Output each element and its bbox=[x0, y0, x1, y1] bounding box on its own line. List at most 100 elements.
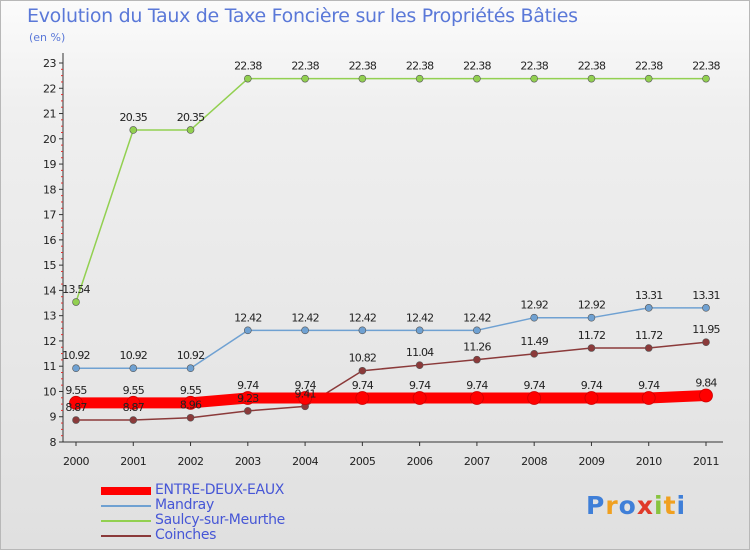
data-point bbox=[584, 391, 599, 405]
data-label: 22.38 bbox=[635, 60, 663, 73]
x-tick-label: 2005 bbox=[349, 455, 375, 468]
x-tick-label: 2003 bbox=[235, 455, 261, 468]
data-label: 9.55 bbox=[65, 384, 87, 397]
series-line-mandray bbox=[75, 307, 707, 369]
data-point bbox=[244, 74, 252, 83]
data-label: 22.38 bbox=[291, 60, 319, 73]
data-point bbox=[72, 364, 80, 373]
data-label: 9.74 bbox=[409, 379, 431, 392]
x-tick-label: 2004 bbox=[292, 455, 318, 468]
y-tick-label: 15 bbox=[43, 259, 56, 272]
data-label: 22.38 bbox=[349, 60, 377, 73]
data-label: 12.42 bbox=[463, 311, 491, 324]
data-label: 11.95 bbox=[692, 323, 720, 336]
data-point bbox=[641, 391, 656, 405]
x-tick-label: 2000 bbox=[63, 455, 89, 468]
data-label: 9.74 bbox=[237, 379, 259, 392]
data-label: 11.26 bbox=[463, 341, 491, 354]
data-point bbox=[186, 364, 195, 373]
y-tick-label: 21 bbox=[43, 108, 56, 121]
data-label: 9.74 bbox=[581, 379, 603, 392]
data-point bbox=[527, 391, 542, 405]
data-label: 13.31 bbox=[635, 289, 663, 302]
data-point bbox=[358, 326, 367, 335]
data-point bbox=[129, 126, 138, 134]
data-point bbox=[415, 326, 424, 335]
data-point bbox=[129, 364, 138, 373]
data-point bbox=[473, 74, 481, 83]
chart-title: Evolution du Taux de Taxe Foncière sur l… bbox=[27, 5, 578, 27]
data-label: 9.41 bbox=[294, 387, 315, 400]
y-tick-label: 9 bbox=[50, 411, 57, 424]
x-tick-label: 2006 bbox=[407, 455, 433, 468]
data-label: 9.74 bbox=[294, 379, 316, 392]
data-label: 8.96 bbox=[180, 399, 202, 412]
data-point bbox=[415, 74, 424, 83]
x-tick-label: 2001 bbox=[120, 455, 146, 468]
x-tick-label: 2010 bbox=[636, 455, 662, 468]
data-point bbox=[298, 391, 312, 405]
logo-letter: r bbox=[605, 491, 619, 520]
data-label: 13.31 bbox=[692, 289, 720, 302]
legend-label: Saulcy-sur-Meurthe bbox=[155, 512, 285, 528]
data-point bbox=[412, 391, 427, 405]
data-label: 22.38 bbox=[520, 60, 548, 73]
legend-swatch-coinches bbox=[101, 535, 151, 537]
data-point bbox=[72, 298, 80, 306]
data-label: 22.38 bbox=[406, 60, 434, 73]
data-point bbox=[129, 416, 138, 424]
data-label: 12.42 bbox=[406, 311, 434, 324]
data-point bbox=[702, 74, 710, 83]
data-label: 9.84 bbox=[695, 377, 717, 390]
logo-letter: t bbox=[663, 491, 677, 520]
data-point bbox=[702, 304, 710, 312]
data-label: 10.92 bbox=[120, 349, 148, 362]
x-tick-label: 2008 bbox=[521, 455, 547, 468]
y-tick-label: 17 bbox=[43, 209, 56, 222]
data-label: 9.23 bbox=[237, 392, 259, 405]
data-point bbox=[355, 391, 370, 405]
data-point bbox=[644, 304, 653, 312]
legend-label: ENTRE-DEUX-EAUX bbox=[155, 482, 285, 498]
data-point bbox=[473, 326, 481, 335]
logo-letter: i bbox=[654, 491, 664, 520]
data-point bbox=[301, 326, 309, 335]
data-point bbox=[358, 366, 367, 375]
data-point bbox=[415, 361, 424, 369]
data-label: 10.82 bbox=[349, 352, 377, 365]
data-label: 9.55 bbox=[180, 384, 202, 397]
data-point bbox=[126, 395, 141, 410]
axes: 8 9 10 11 12 13 14 15 16 17 18 19 20 21 22 23 2000 2001 20… bbox=[43, 53, 723, 468]
logo-letter: P bbox=[586, 491, 606, 520]
data-label: 9.74 bbox=[352, 379, 374, 392]
series-layer bbox=[69, 74, 713, 424]
data-label: 9.74 bbox=[524, 379, 546, 392]
data-point bbox=[244, 326, 252, 335]
data-label: 20.35 bbox=[177, 111, 205, 124]
data-label: 12.42 bbox=[234, 311, 262, 324]
data-label: 9.55 bbox=[123, 384, 145, 397]
legend-swatch-mandray bbox=[101, 505, 151, 507]
data-point bbox=[244, 407, 252, 415]
data-label: 12.42 bbox=[291, 311, 319, 324]
y-tick-label: 12 bbox=[43, 335, 56, 348]
series-line-saulcy-sur-meurthe bbox=[75, 77, 707, 303]
logo-letter: o bbox=[618, 491, 637, 520]
data-point bbox=[587, 313, 596, 322]
data-point bbox=[358, 74, 367, 83]
y-tick-label: 23 bbox=[43, 57, 56, 70]
data-label: 12.42 bbox=[349, 311, 377, 324]
data-label: 11.72 bbox=[578, 329, 606, 342]
data-label: 12.92 bbox=[520, 299, 548, 312]
data-label: 10.92 bbox=[177, 349, 205, 362]
y-tick-label: 10 bbox=[43, 385, 56, 398]
y-tick-label: 22 bbox=[43, 82, 56, 95]
logo-letter: i bbox=[676, 491, 687, 520]
y-tick-label: 14 bbox=[43, 284, 56, 297]
data-point bbox=[69, 395, 83, 410]
y-tick-label: 18 bbox=[43, 183, 56, 196]
data-label: 11.04 bbox=[406, 346, 434, 359]
y-tick-label: 11 bbox=[43, 360, 56, 373]
